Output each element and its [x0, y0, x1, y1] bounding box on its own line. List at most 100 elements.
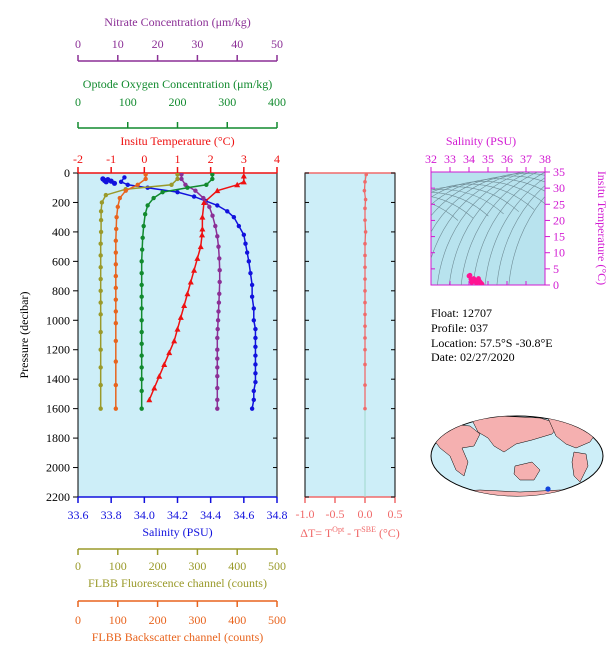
salinity-tick-label: 34.0 [134, 508, 155, 522]
salinity-point [225, 209, 230, 214]
backscatter-tick-label: 300 [188, 613, 206, 627]
fluorescence-point [98, 406, 103, 411]
float-location-marker [545, 486, 551, 492]
nitrate-point [210, 213, 215, 218]
nitrate-point [217, 268, 222, 273]
delta-t-tick-label: 0.5 [388, 507, 403, 521]
oxygen-point [210, 176, 215, 182]
salinity-point [215, 203, 220, 208]
fluorescence-point [98, 265, 103, 270]
temperature-tick-label: 1 [175, 152, 181, 166]
backscatter-tick-label: 0 [75, 613, 81, 627]
backscatter-point [113, 297, 119, 302]
fluorescence-point [98, 217, 104, 223]
backscatter-point [113, 321, 119, 326]
oxygen-point [141, 223, 146, 229]
ts-salinity-tick-label: 38 [539, 152, 551, 166]
salinity-point [122, 175, 127, 180]
salinity-point [249, 282, 255, 288]
temperature-tick-label: 2 [208, 152, 214, 166]
salinity-point [191, 194, 197, 199]
delta-t-panel [304, 172, 396, 498]
fluorescence-point [175, 176, 180, 182]
ts-density-contour [460, 172, 539, 285]
pressure-tick-label: 400 [52, 225, 70, 239]
nitrate-point [215, 356, 220, 361]
salinity-tick-label: 34.4 [200, 508, 221, 522]
oxygen-tick-label: 0 [75, 95, 81, 109]
salinity-tick-label: 33.6 [68, 508, 89, 522]
ts-title: Salinity (PSU) [446, 134, 516, 148]
nitrate-tick-label: 10 [112, 37, 124, 51]
salinity-point [118, 179, 124, 185]
salinity-point [251, 388, 256, 394]
oxygen-point [139, 270, 144, 276]
backscatter-point [113, 382, 119, 388]
ts-density-contour [431, 178, 545, 206]
backscatter-point [113, 285, 119, 291]
fluorescence-point [98, 276, 103, 282]
oxygen-point [142, 212, 148, 217]
backscatter-point [114, 214, 119, 220]
fluorescence-point [103, 192, 109, 198]
ts-salinity-tick-label: 34 [463, 152, 475, 166]
delta-t-point [363, 253, 367, 258]
ts-axes: 32 33 34 35 36 37 38 0 5 10 15 20 25 30 35 [425, 152, 565, 292]
nitrate-point [215, 326, 220, 332]
temperature-point [199, 225, 206, 232]
nitrate-point [216, 244, 221, 249]
salinity-point [253, 371, 258, 376]
oxygen-point [139, 388, 144, 394]
backscatter-point [113, 309, 119, 314]
delta-t-tick-label: -1.0 [296, 507, 315, 521]
ts-density-contour [431, 173, 545, 233]
delta-t-point [362, 188, 367, 193]
backscatter-point [123, 188, 128, 193]
backscatter-point [143, 173, 148, 177]
temperature-point [240, 178, 247, 185]
nitrate-point [215, 318, 221, 323]
fluorescence-point [98, 241, 103, 246]
nitrate-point [179, 173, 184, 177]
temperature-tick-label: 4 [274, 152, 280, 166]
map-land-africa-europe [432, 423, 481, 477]
oxygen-point [139, 365, 144, 370]
ts-panel [430, 171, 546, 286]
oxygen-point [204, 182, 209, 187]
oxygen-point [139, 259, 144, 264]
salinity-point [251, 306, 256, 311]
salinity-axis-label: Salinity (PSU) [142, 525, 212, 539]
oxygen-point [185, 185, 190, 190]
ts-density-contour [472, 172, 545, 285]
nitrate-point [193, 188, 198, 193]
ts-salinity-tick-label: 35 [482, 152, 494, 166]
delta-t-point [363, 383, 367, 387]
fluorescence-point [98, 253, 103, 258]
fluorescence-point [98, 288, 103, 294]
backscatter-point [115, 204, 121, 210]
nitrate-point [215, 347, 220, 352]
backscatter-point [113, 250, 119, 255]
fluorescence-tick-label: 400 [228, 559, 246, 573]
nitrate-point [207, 204, 212, 210]
backscatter-point [135, 182, 140, 187]
oxygen-point [139, 282, 144, 288]
temperature-point [146, 396, 153, 403]
temperature-point [234, 181, 241, 188]
pressure-tick-label: 1000 [46, 313, 70, 327]
pressure-tick-label: 1200 [46, 343, 70, 357]
profile-number: Profile: 037 [431, 321, 488, 335]
nitrate-point [215, 406, 220, 411]
oxygen-point [139, 329, 144, 335]
pressure-tick-label: 2200 [46, 490, 70, 504]
temperature-point [194, 255, 201, 261]
nitrate-point [215, 335, 220, 341]
delta-t-point [363, 324, 367, 328]
fluorescence-point [98, 300, 103, 305]
salinity-point [253, 379, 258, 385]
ts-temperature-tick-label: 35 [553, 165, 565, 179]
ts-density-contour [496, 185, 545, 285]
pressure-tick-label: 1400 [46, 372, 70, 386]
ts-density-contours [431, 172, 545, 285]
nitrate-tick-label: 50 [271, 37, 283, 51]
